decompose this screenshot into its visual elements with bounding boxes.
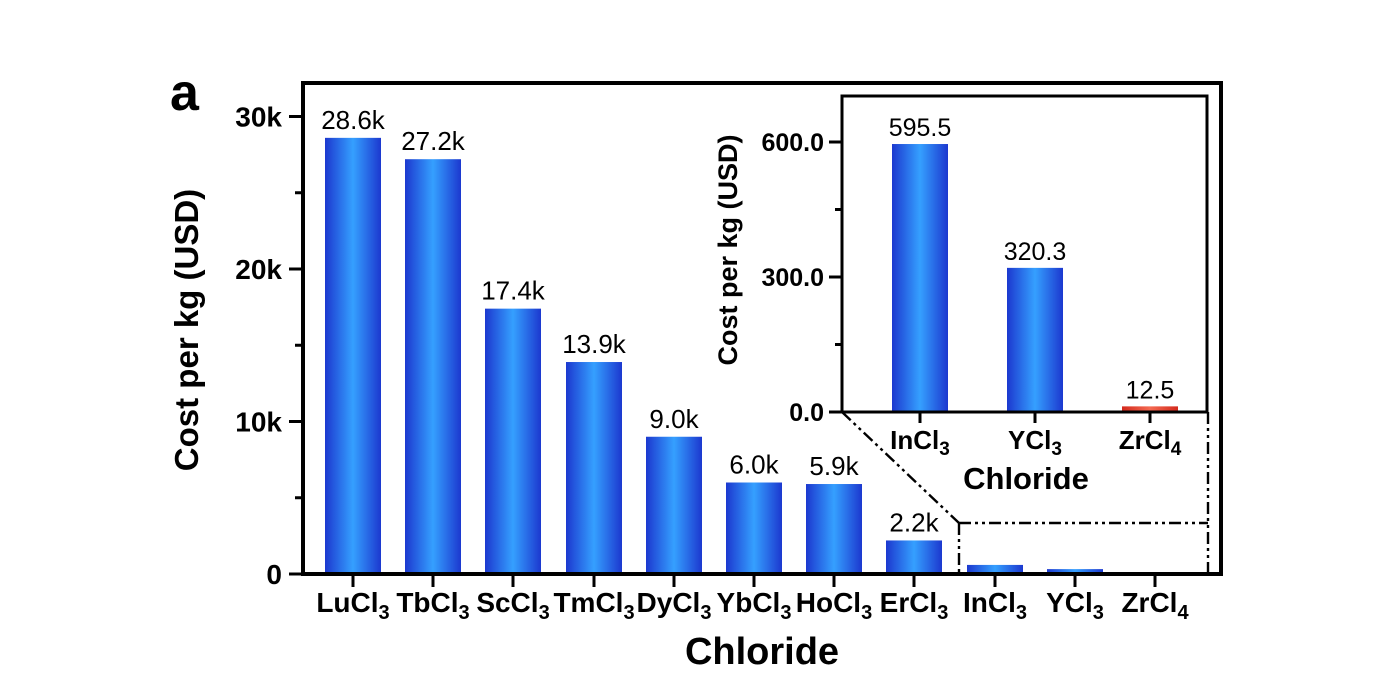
value-label-12.5: 12.5 xyxy=(1126,376,1175,404)
main-bars xyxy=(325,137,1183,575)
ytick-label-0.0: 0.0 xyxy=(789,399,824,427)
inset-axis-ticks-and-labels: 0.0 300.0 600.0 InCl3 YCl3 ZrCl4 595.5 320.3 12.… xyxy=(761,114,1181,460)
inset-plot-frame xyxy=(840,94,1209,414)
ytick-label-20k: 20k xyxy=(235,254,282,285)
ytick-label-10k: 10k xyxy=(235,406,282,437)
bar-ZrCl4 xyxy=(1122,406,1178,412)
main-chart: 0 10k 20k 30k LuCl3 TbCl3 ScCl3 TmCl3 DyCl3 YbCl3… xyxy=(168,81,1223,673)
bar-InCl3 xyxy=(892,144,948,412)
value-label-13.9k: 13.9k xyxy=(562,329,627,359)
main-yaxis-title: Cost per kg (USD) xyxy=(168,189,205,471)
category-label-HoCl3: HoCl3 xyxy=(796,587,872,624)
category-label-ZrCl4: ZrCl4 xyxy=(1121,587,1189,624)
category-label-ErCl3: ErCl3 xyxy=(880,587,949,624)
category-label-LuCl3: LuCl3 xyxy=(316,587,389,624)
bar-DyCl3 xyxy=(646,436,702,574)
category-label-DyCl3: DyCl3 xyxy=(637,587,712,624)
category-label-InCl3: InCl3 xyxy=(963,587,1027,624)
inset-chart: 0.0 300.0 600.0 InCl3 YCl3 ZrCl4 595.5 320.3 12.… xyxy=(713,94,1209,496)
category-label-YCl3: YCl3 xyxy=(1008,425,1062,460)
main-axis-ticks-and-labels: 0 10k 20k 30k LuCl3 TbCl3 ScCl3 TmCl3 DyCl3 YbCl3… xyxy=(235,101,1189,624)
category-label-InCl3: InCl3 xyxy=(890,425,950,460)
main-xaxis-title: Chloride xyxy=(685,631,839,673)
value-label-9.0k: 9.0k xyxy=(649,404,699,434)
zoom-callout-lines xyxy=(841,411,1210,572)
value-label-5.9k: 5.9k xyxy=(809,451,859,481)
bar-TbCl3 xyxy=(405,159,461,574)
bar-HoCl3 xyxy=(806,484,862,574)
category-label-TbCl3: TbCl3 xyxy=(396,587,469,624)
bar-TmCl3 xyxy=(566,362,622,574)
ytick-label-600.0: 600.0 xyxy=(761,129,824,157)
category-label-ScCl3: ScCl3 xyxy=(476,587,549,624)
ytick-label-300.0: 300.0 xyxy=(761,264,824,292)
value-label-2.2k: 2.2k xyxy=(889,507,939,537)
ytick-label-30k: 30k xyxy=(235,101,282,132)
inset-bars xyxy=(892,144,1178,412)
inset-xaxis-title: Chloride xyxy=(963,461,1089,496)
value-label-320.3: 320.3 xyxy=(1004,238,1067,266)
category-label-YbCl3: YbCl3 xyxy=(717,587,792,624)
bar-InCl3 xyxy=(967,564,1023,574)
bar-YCl3 xyxy=(1047,569,1103,574)
ytick-label-0: 0 xyxy=(266,559,282,590)
value-label-17.4k: 17.4k xyxy=(481,276,546,306)
value-label-27.2k: 27.2k xyxy=(401,126,466,156)
bar-LuCl3 xyxy=(325,137,381,574)
bar-YbCl3 xyxy=(726,482,782,574)
value-label-595.5: 595.5 xyxy=(889,114,952,142)
inset-yaxis-title: Cost per kg (USD) xyxy=(713,134,743,365)
category-label-TmCl3: TmCl3 xyxy=(553,587,634,624)
bar-ScCl3 xyxy=(485,308,541,574)
bar-YCl3 xyxy=(1007,267,1063,412)
bar-ErCl3 xyxy=(886,540,942,574)
category-label-YCl3: YCl3 xyxy=(1046,587,1104,624)
panel-label: a xyxy=(170,64,200,122)
main-plot-frame xyxy=(301,81,1223,576)
value-label-28.6k: 28.6k xyxy=(321,105,386,135)
category-label-ZrCl4: ZrCl4 xyxy=(1119,425,1182,460)
value-label-6.0k: 6.0k xyxy=(729,450,779,480)
